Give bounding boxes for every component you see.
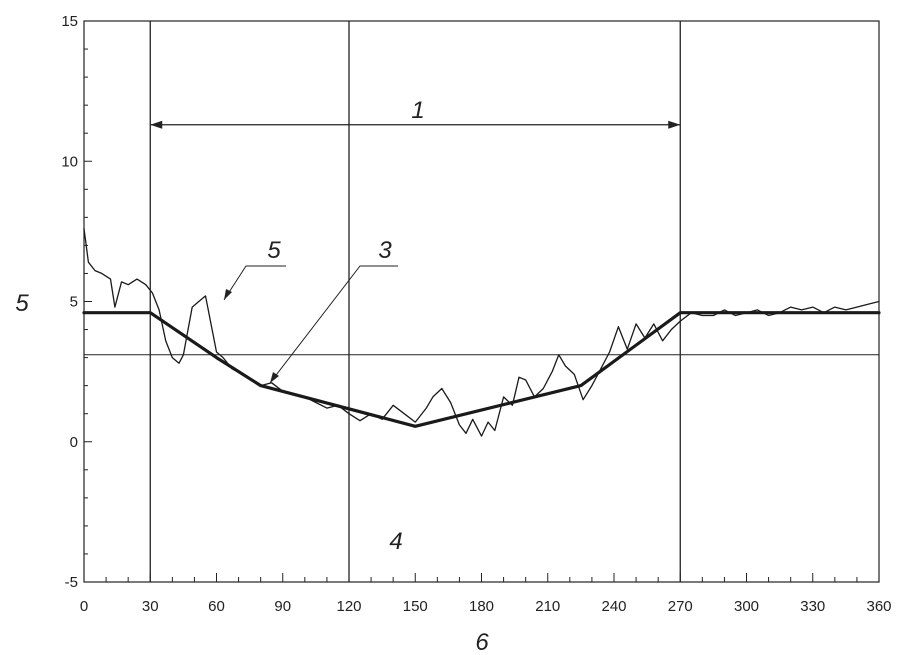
annotations xyxy=(150,120,681,384)
span-label-1: 1 xyxy=(411,97,424,124)
span-arrowhead-right xyxy=(668,120,681,129)
leader-line-3 xyxy=(269,265,398,384)
x-tick-label: 180 xyxy=(469,598,494,615)
axis-ticks xyxy=(83,20,880,583)
x-tick-label: 30 xyxy=(142,598,159,615)
plot-border xyxy=(83,20,880,583)
y-tick-label: -5 xyxy=(65,574,78,591)
x-tick-label: 120 xyxy=(336,598,361,615)
y-tick-label: 10 xyxy=(61,153,78,170)
x-tick-label: 150 xyxy=(403,598,428,615)
x-tick-label: 60 xyxy=(208,598,225,615)
y-tick-label: 15 xyxy=(61,13,78,30)
approximation-line xyxy=(82,311,881,428)
measured-curve xyxy=(83,227,880,437)
x-tick-label: 210 xyxy=(535,598,560,615)
x-tick-label: 270 xyxy=(668,598,693,615)
curve-label-5: 5 xyxy=(267,237,281,264)
leader-line-5 xyxy=(223,265,286,301)
leader-arrowhead-5 xyxy=(224,289,232,300)
reference-lines xyxy=(84,21,879,582)
tick-labels: 0 30 60 90 120 150 180 210 240 270 300 330 360-50510… xyxy=(61,13,891,615)
x-axis-label: 6 xyxy=(475,629,489,655)
y-tick-label: 5 xyxy=(70,294,78,311)
x-tick-label: 0 xyxy=(80,598,88,615)
plot-frame xyxy=(83,20,880,583)
x-tick-label: 360 xyxy=(866,598,891,615)
data-series xyxy=(82,227,881,437)
leader-arrowhead-3 xyxy=(270,372,279,383)
x-tick-label: 90 xyxy=(274,598,291,615)
x-tick-label: 330 xyxy=(800,598,825,615)
region-label-4: 4 xyxy=(389,528,402,555)
x-tick-label: 300 xyxy=(734,598,759,615)
curve-label-3: 3 xyxy=(378,237,392,264)
span-arrowhead-left xyxy=(150,120,163,129)
y-tick-label: 0 xyxy=(70,434,78,451)
y-axis-label: 5 xyxy=(15,290,29,317)
x-tick-label: 240 xyxy=(601,598,626,615)
